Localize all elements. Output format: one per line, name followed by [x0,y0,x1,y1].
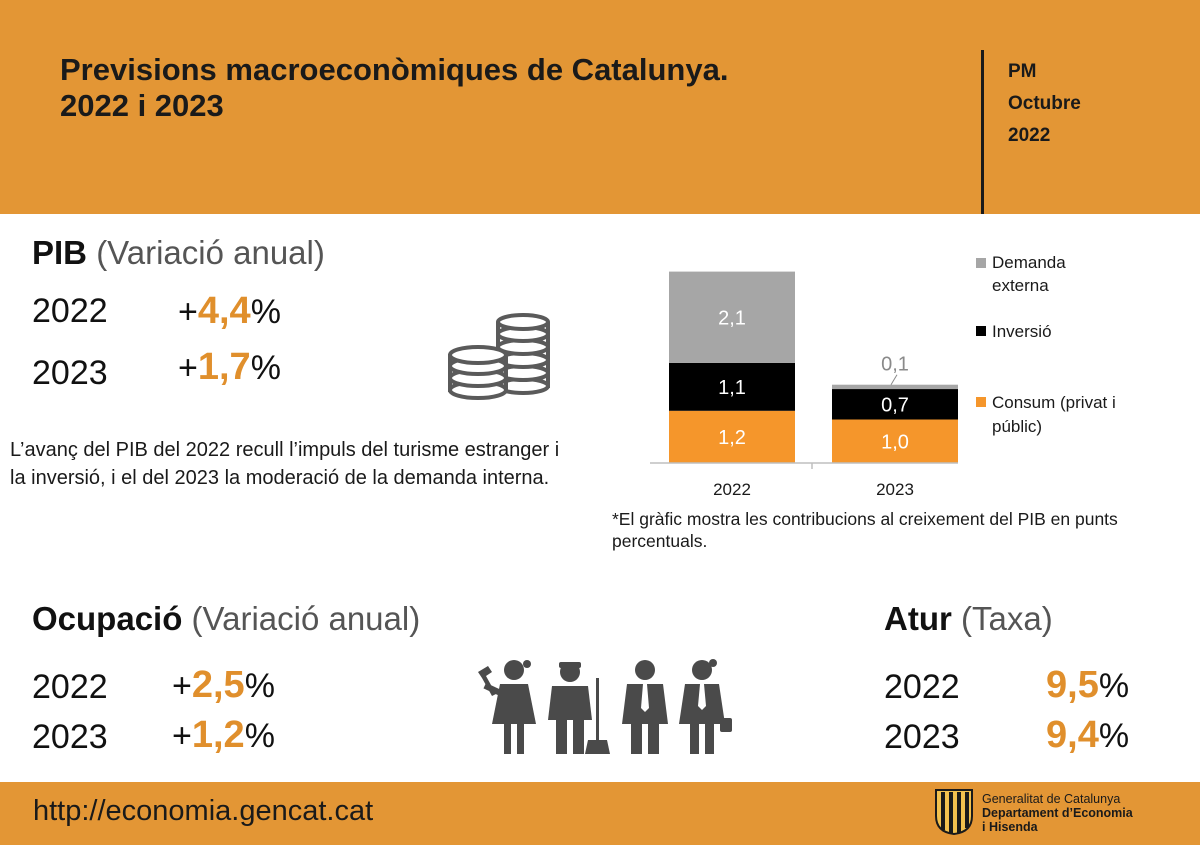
legend-label-inversio: Inversió [992,322,1052,341]
legend-label-consum-1: Consum (privat i [992,393,1116,412]
pib-description: L’avanç del PIB del 2022 recull l’impuls… [10,439,560,489]
atur-unit-2023: % [1098,717,1130,755]
ocupacio-heading: Ocupació (Variació anual) [32,600,420,638]
bar-label-2022-series-2: 2,1 [718,307,746,329]
legend-label-demanda-externa-2: externa [992,276,1049,295]
atur-number-2022: 9,5 [1046,664,1099,706]
header-banner [0,0,1200,214]
ocupacio-heading-title: Ocupació [32,600,183,637]
page-title: Previsions macroeconòmiques de Catalunya… [60,52,960,124]
ocupacio-year-2022: 2022 [32,668,108,706]
atur-year-2023: 2023 [884,718,960,756]
bar-2023-series-1 [832,389,958,420]
pib-heading-title: PIB [32,234,88,271]
ocupacio-unit-2022: % [244,667,275,705]
ocupacio-sign-2022: + [172,667,192,705]
ocupacio-heading-subtitle: (Variació anual) [191,600,421,637]
bar-label-2023-series-1: 0,7 [881,394,909,416]
pib-unit-2022: % [250,293,281,331]
page-title-line-2: 2022 i 2023 [60,88,224,123]
footer-url-link[interactable]: http://economia.gencat.cat [33,795,374,827]
bar-2022-series-2 [669,271,795,363]
legend-label-consum-2: públic) [992,417,1042,436]
label-leader-2023-series-2 [890,374,898,385]
gdp-contribution-chart: 1,2 1,1 2,1 1,0 0,7 0,1 2022 2023 Demanda ext… [650,253,1116,499]
chart-footnote: *El gràfic mostra les contribucions al c… [612,509,1118,551]
header-meta-year: 2022 [1008,125,1051,146]
bar-label-2022-series-0: 1,2 [718,427,746,449]
bar-2022-series-1 [669,362,795,411]
pib-sign-2023: + [178,349,198,387]
legend-label-demanda-externa-1: Demanda [992,253,1066,272]
header-divider [981,50,984,214]
bar-label-2023-series-2: 0,1 [881,354,909,376]
header-meta-code: PM [1008,61,1037,82]
page-title-line-1: Previsions macroeconòmiques de Catalunya… [60,52,729,87]
pib-value-2022: +4,4% [178,290,281,333]
pib-heading-subtitle: (Variació anual) [96,234,325,271]
ocupacio-number-2023: 1,2 [191,714,245,756]
pib-year-2022: 2022 [32,292,108,330]
bar-label-2022-series-1: 1,1 [718,377,746,399]
footer-banner [0,782,1200,845]
pib-value-2023: +1,7% [178,346,281,389]
atur-unit-2022: % [1098,667,1130,705]
ocupacio-year-2023: 2023 [32,718,108,756]
coins-icon [448,313,550,400]
ocupacio-sign-2023: + [172,717,192,755]
logo-line-3: i Hisenda [982,820,1038,834]
ocupacio-unit-2023: % [244,717,275,755]
legend-swatch-consum [976,397,986,407]
footer-logo-text: Generalitat de Catalunya Departament d’E… [982,792,1133,834]
pib-heading: PIB (Variació anual) [32,234,325,272]
atur-value-2023: 9,4% [1046,714,1129,757]
atur-heading-title: Atur [884,600,952,637]
generalitat-logo-icon [935,789,973,836]
header-meta: PM Octubre 2022 [1008,56,1081,152]
ocupacio-value-2022: +2,5% [172,664,275,707]
pib-year-2023: 2023 [32,354,108,392]
legend-swatch-demanda-externa [976,258,986,268]
pib-unit-2023: % [250,349,281,387]
ocupacio-number-2022: 2,5 [191,664,245,706]
workers-icon [478,659,732,754]
bar-2023-series-0 [832,419,958,463]
logo-line-2: Departament d’Economia [982,806,1133,820]
legend-swatch-inversio [976,326,986,336]
ocupacio-value-2023: +1,2% [172,714,275,757]
atur-heading: Atur (Taxa) [884,600,1053,638]
logo-line-1: Generalitat de Catalunya [982,792,1121,806]
bar-label-2023-series-0: 1,0 [881,431,909,453]
bar-2022-series-0 [669,410,795,463]
pib-number-2023: 1,7 [197,346,251,388]
pib-sign-2022: + [178,293,198,331]
pib-number-2022: 4,4 [197,290,251,332]
atur-number-2023: 9,4 [1046,714,1099,756]
bar-2023-series-2 [832,384,958,390]
chart-category-2023: 2023 [876,480,914,499]
atur-heading-subtitle: (Taxa) [961,600,1053,637]
chart-category-2022: 2022 [713,480,751,499]
atur-value-2022: 9,5% [1046,664,1129,707]
header-meta-month: Octubre [1008,93,1081,114]
atur-year-2022: 2022 [884,668,960,706]
